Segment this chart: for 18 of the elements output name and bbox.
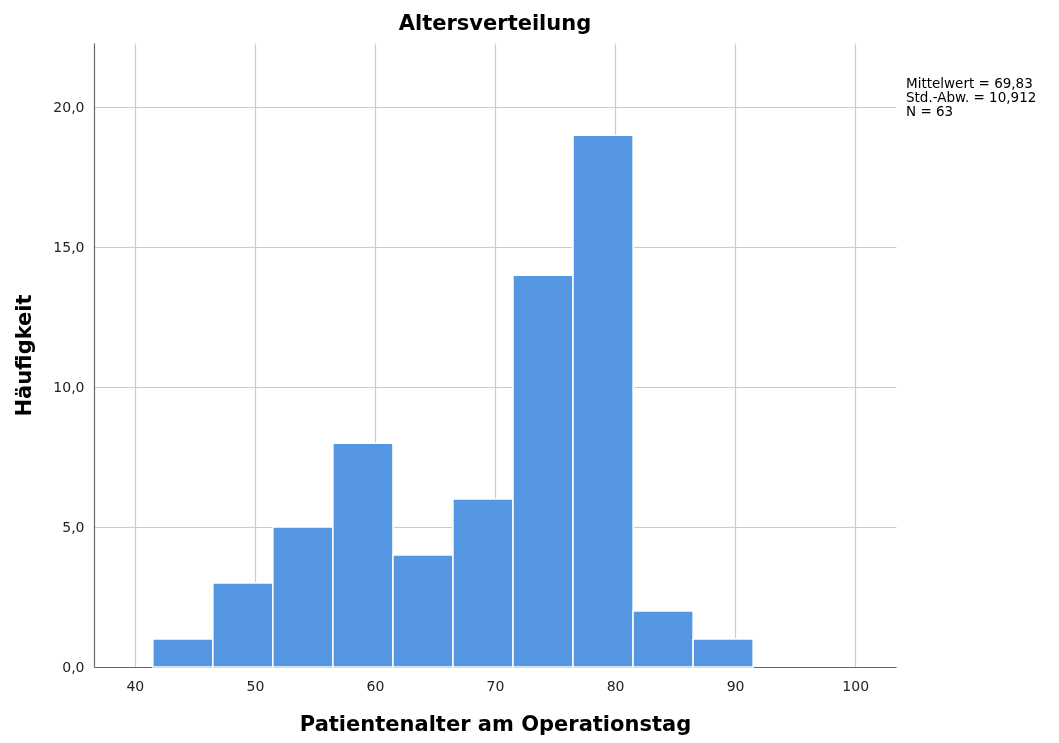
y-tick-label: 15,0 [53,238,85,255]
x-tick-label: 60 [366,677,385,694]
x-axis-title: Patientenalter am Operationstag [299,711,692,736]
y-tick-label: 10,0 [53,378,85,395]
y-tick-label: 0,0 [62,658,85,675]
y-axis-title: Häufigkeit [12,294,37,417]
x-tick-label: 40 [126,677,145,694]
text: Std.-Abw. = 10,912 [906,89,1037,105]
x-tick-label: 90 [726,677,745,694]
y-tick-label: 5,0 [62,518,85,535]
x-tick-label: 70 [486,677,505,694]
x-tick-label: 80 [606,677,625,694]
text: Mittelwert = 69,83 [906,75,1033,91]
x-tick-label: 50 [246,677,265,694]
x-tick-label: 100 [842,677,870,694]
text: N = 63 [906,103,954,119]
y-tick-label: 20,0 [53,98,85,115]
chart-title: Altersverteilung [398,11,592,35]
